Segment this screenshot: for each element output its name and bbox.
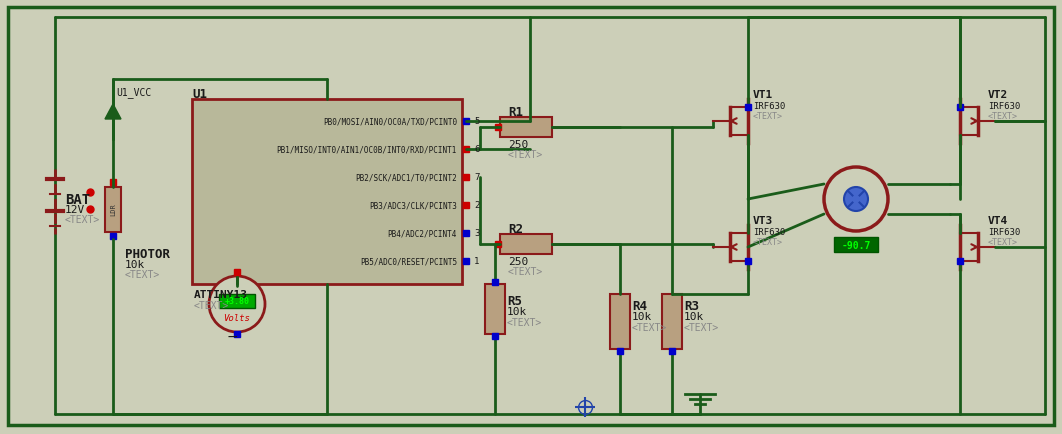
Text: <TEXT>: <TEXT> xyxy=(507,317,543,327)
Text: <TEXT>: <TEXT> xyxy=(508,266,544,276)
Text: PB0/MOSI/AIN0/OC0A/TXD/PCINT0: PB0/MOSI/AIN0/OC0A/TXD/PCINT0 xyxy=(323,117,457,126)
Text: 6: 6 xyxy=(474,145,479,154)
Bar xyxy=(500,118,552,138)
Text: ATTINY13: ATTINY13 xyxy=(194,289,249,299)
Text: VT4: VT4 xyxy=(988,216,1008,226)
Text: BAT: BAT xyxy=(65,193,90,207)
Text: 12V: 12V xyxy=(65,204,85,214)
Text: 7: 7 xyxy=(474,173,479,182)
Bar xyxy=(105,187,121,233)
Text: PB4/ADC2/PCINT4: PB4/ADC2/PCINT4 xyxy=(388,229,457,238)
Circle shape xyxy=(844,187,868,211)
Text: <TEXT>: <TEXT> xyxy=(194,300,229,310)
Text: <TEXT>: <TEXT> xyxy=(988,112,1018,121)
Text: 3: 3 xyxy=(474,229,479,238)
Bar xyxy=(662,294,682,349)
Polygon shape xyxy=(105,105,121,120)
Circle shape xyxy=(824,168,888,231)
Text: PB2/SCK/ADC1/T0/PCINT2: PB2/SCK/ADC1/T0/PCINT2 xyxy=(356,173,457,182)
Text: 2: 2 xyxy=(474,201,479,210)
Text: R5: R5 xyxy=(507,294,523,307)
Text: VT1: VT1 xyxy=(753,90,773,100)
Text: IRF630: IRF630 xyxy=(988,227,1021,237)
Text: 10k: 10k xyxy=(125,260,145,270)
Text: VT2: VT2 xyxy=(988,90,1008,100)
Text: 250: 250 xyxy=(508,256,528,266)
Text: R2: R2 xyxy=(508,223,523,236)
Text: <TEXT>: <TEXT> xyxy=(125,270,160,279)
Text: <TEXT>: <TEXT> xyxy=(753,237,783,247)
Text: U1: U1 xyxy=(192,88,207,101)
Text: <TEXT>: <TEXT> xyxy=(65,214,100,224)
Text: <TEXT>: <TEXT> xyxy=(988,237,1018,247)
Text: R4: R4 xyxy=(632,299,647,312)
Text: IRF630: IRF630 xyxy=(988,102,1021,111)
Text: IRF630: IRF630 xyxy=(753,227,785,237)
Text: U1_VCC: U1_VCC xyxy=(116,87,151,98)
Bar xyxy=(219,294,255,308)
Text: <TEXT>: <TEXT> xyxy=(684,322,719,332)
Text: PB1/MISO/INT0/AIN1/OC0B/INT0/RXD/PCINT1: PB1/MISO/INT0/AIN1/OC0B/INT0/RXD/PCINT1 xyxy=(276,145,457,154)
Text: R3: R3 xyxy=(684,299,699,312)
Text: 10k: 10k xyxy=(507,306,527,316)
Text: Volts: Volts xyxy=(224,314,251,323)
Bar xyxy=(834,237,878,253)
Text: IRF630: IRF630 xyxy=(753,102,785,111)
Text: <TEXT>: <TEXT> xyxy=(753,112,783,121)
Bar xyxy=(485,284,506,334)
Bar xyxy=(610,294,630,349)
Text: −: − xyxy=(227,329,239,343)
Text: <TEXT>: <TEXT> xyxy=(508,150,544,160)
Text: 10k: 10k xyxy=(684,311,704,321)
Bar xyxy=(192,100,462,284)
Text: 10k: 10k xyxy=(632,311,652,321)
Text: LDR: LDR xyxy=(110,203,116,216)
Text: 5: 5 xyxy=(474,117,479,126)
Bar xyxy=(500,234,552,254)
Text: PB3/ADC3/CLK/PCINT3: PB3/ADC3/CLK/PCINT3 xyxy=(370,201,457,210)
Circle shape xyxy=(209,276,266,332)
Text: PHOTOR: PHOTOR xyxy=(125,247,170,260)
Text: +3.80: +3.80 xyxy=(224,297,250,306)
Text: VT3: VT3 xyxy=(753,216,773,226)
Text: -90.7: -90.7 xyxy=(841,240,871,250)
Text: 1: 1 xyxy=(474,257,479,266)
Text: <TEXT>: <TEXT> xyxy=(632,322,667,332)
Text: PB5/ADC0/RESET/PCINT5: PB5/ADC0/RESET/PCINT5 xyxy=(360,257,457,266)
Text: 250: 250 xyxy=(508,140,528,150)
Text: R1: R1 xyxy=(508,106,523,119)
